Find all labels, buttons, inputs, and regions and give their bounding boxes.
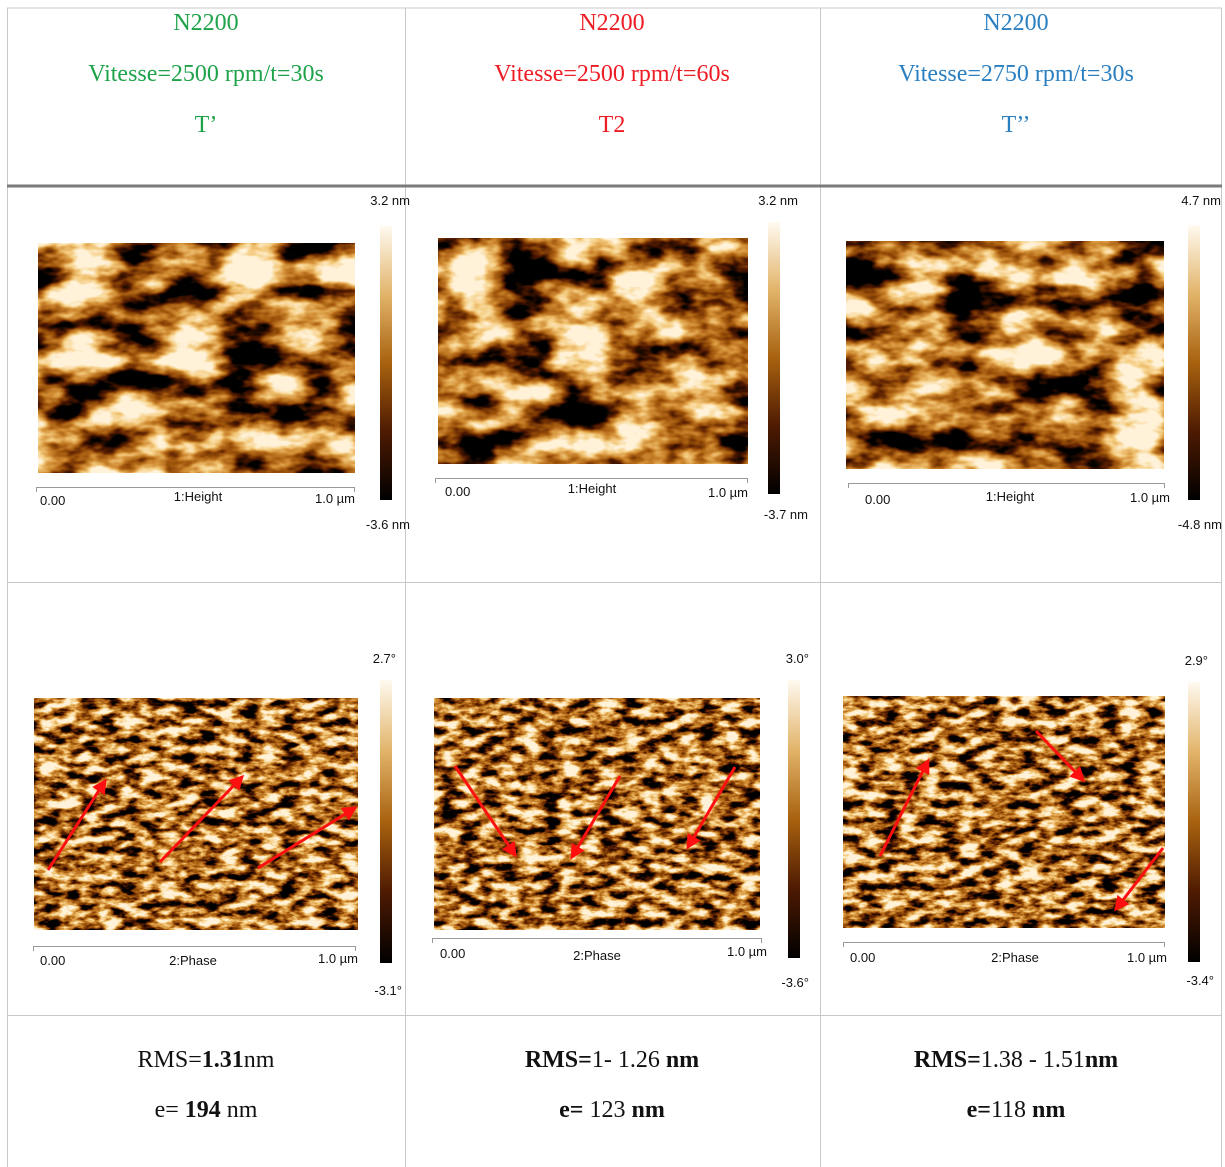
result-text: 1.38 - 1.51 xyxy=(980,1047,1085,1073)
color-bar-max: 3.2 nm xyxy=(370,193,410,208)
color-bar-min: -3.6° xyxy=(781,975,809,990)
scale-end: 1.0 µm xyxy=(707,485,748,500)
scale-end: 1.0 µm xyxy=(726,944,767,959)
result-text: nm xyxy=(665,1047,700,1073)
height-image xyxy=(38,243,355,473)
scale-start: 0.00 xyxy=(445,484,471,499)
color-bar-min: -3.4° xyxy=(1186,973,1214,988)
sample-label: T’’ xyxy=(1001,112,1031,138)
result-text: nm xyxy=(1032,1097,1066,1123)
result-line: RMS=1- 1.26 nm xyxy=(312,1047,912,1074)
result-text: 1- 1.26 xyxy=(591,1047,666,1073)
annotation-arrow xyxy=(257,806,358,870)
result-line: RMS=1.38 - 1.51nm xyxy=(716,1047,1225,1074)
column-title: N2200 xyxy=(579,10,645,36)
scale-end: 1.0 µm xyxy=(317,951,358,966)
result-text: RMS= xyxy=(524,1047,592,1073)
result-line: e= 123 nm xyxy=(312,1097,912,1124)
color-bar-max: 3.0° xyxy=(785,651,809,666)
color-bar-min: -3.6 nm xyxy=(365,517,410,532)
annotation-arrow xyxy=(158,774,245,864)
spin-speed: Vitesse=2750 rpm/t=30s xyxy=(898,61,1134,87)
table-grid xyxy=(7,7,1222,1167)
scale-start: 0.00 xyxy=(440,946,466,961)
annotation-arrow xyxy=(1034,729,1086,783)
result-text: nm xyxy=(220,1097,258,1123)
sample-label: T2 xyxy=(598,112,626,138)
phase-image xyxy=(34,698,358,930)
result-text: nm xyxy=(243,1047,275,1073)
height-image xyxy=(438,238,748,464)
color-bar-min: -4.8 nm xyxy=(1177,517,1222,532)
scale-start: 0.00 xyxy=(850,950,876,965)
result-text: e= xyxy=(559,1097,590,1123)
spin-speed: Vitesse=2500 rpm/t=60s xyxy=(494,61,730,87)
spin-speed: Vitesse=2500 rpm/t=30s xyxy=(88,61,324,87)
color-bar-min: -3.1° xyxy=(374,983,402,998)
color-bar-min: -3.7 nm xyxy=(763,507,808,522)
result-text: RMS= xyxy=(913,1047,981,1073)
channel-label: 1:Height xyxy=(173,489,223,504)
phase-image xyxy=(843,696,1165,928)
channel-label: 2:Phase xyxy=(169,953,217,968)
annotation-arrow xyxy=(1114,847,1165,912)
column-title: N2200 xyxy=(173,10,239,36)
result-text: 1.31 xyxy=(201,1047,244,1073)
scale-start: 0.00 xyxy=(40,493,66,508)
channel-label: 1:Height xyxy=(985,489,1035,504)
color-bar xyxy=(380,226,392,500)
color-bar-max: 4.7 nm xyxy=(1181,193,1221,208)
result-text: 118 xyxy=(990,1097,1033,1123)
annotation-arrow xyxy=(686,766,737,850)
result-text: e= xyxy=(966,1097,991,1123)
result-text: 123 xyxy=(589,1097,632,1123)
channel-label: 2:Phase xyxy=(991,950,1039,965)
sample-label: T’ xyxy=(194,112,218,138)
result-line: RMS=1.31nm xyxy=(0,1047,506,1074)
scale-start: 0.00 xyxy=(40,953,66,968)
scale-end: 1.0 µm xyxy=(314,491,355,506)
result-text: nm xyxy=(1084,1047,1119,1073)
color-bar xyxy=(380,680,392,963)
color-bar-max: 2.7° xyxy=(372,651,396,666)
result-line: e= 194 nm xyxy=(0,1097,506,1124)
color-bar-max: 3.2 nm xyxy=(758,193,798,208)
result-text: RMS= xyxy=(137,1047,202,1073)
color-bar xyxy=(1188,225,1200,500)
annotation-arrow xyxy=(46,778,107,871)
annotation-arrow xyxy=(878,758,930,857)
channel-label: 2:Phase xyxy=(573,948,621,963)
color-bar xyxy=(768,222,780,494)
channel-label: 1:Height xyxy=(567,481,617,496)
color-bar xyxy=(1188,682,1200,962)
scale-end: 1.0 µm xyxy=(1129,490,1170,505)
color-bar-max: 2.9° xyxy=(1184,653,1208,668)
result-text: 194 xyxy=(184,1097,221,1123)
scale-end: 1.0 µm xyxy=(1126,950,1167,965)
annotation-arrow xyxy=(453,765,517,858)
color-bar xyxy=(788,680,800,958)
column-title: N2200 xyxy=(983,10,1049,36)
result-text: e= xyxy=(154,1097,185,1123)
height-image xyxy=(846,241,1164,469)
annotation-arrow xyxy=(570,775,622,860)
result-text: nm xyxy=(631,1097,665,1123)
result-line: e=118 nm xyxy=(716,1097,1225,1124)
scale-start: 0.00 xyxy=(865,492,891,507)
